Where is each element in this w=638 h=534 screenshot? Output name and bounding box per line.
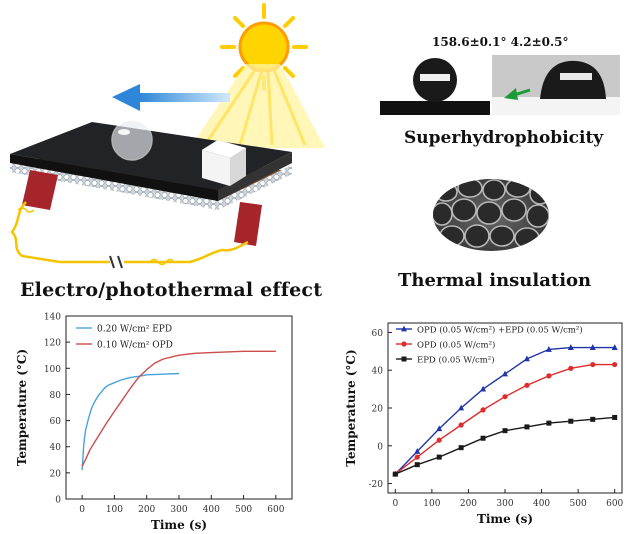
x-tick-label: 400 xyxy=(533,499,550,509)
device-illustration xyxy=(10,3,325,269)
data-point xyxy=(436,454,442,460)
y-axis-label: Temperature (°C) xyxy=(15,349,29,466)
y-tick-label: 40 xyxy=(372,367,384,377)
data-point xyxy=(414,462,420,468)
data-point xyxy=(502,394,508,400)
contact-angle-photos xyxy=(380,55,620,115)
series-line xyxy=(395,416,615,475)
data-point xyxy=(458,404,465,411)
data-point xyxy=(414,448,421,454)
data-point xyxy=(436,437,442,443)
series-line xyxy=(81,372,180,471)
ice-cube-icon xyxy=(201,139,247,186)
sem-foam-image xyxy=(433,179,549,251)
legend-label: OPD (0.05 W/cm²) xyxy=(417,340,495,351)
data-point xyxy=(545,346,552,352)
chart-combined-heating: 0 100 200 300 400 500 600 -20 0 20 40 60 Time (s) Tem… xyxy=(344,322,624,526)
x-tick-label: 300 xyxy=(496,499,513,509)
y-tick-label: 0 xyxy=(55,496,61,506)
electro-photothermal-label: Electro/photothermal effect xyxy=(20,279,323,301)
data-point xyxy=(546,373,552,379)
legend-marker xyxy=(401,341,407,347)
y-tick-label: 60 xyxy=(50,417,62,427)
legend-label: 0.10 W/cm² OPD xyxy=(97,341,173,351)
data-point xyxy=(546,420,552,426)
chart-electro-photothermal: 0 100 200 300 400 500 600 0 20 40 60 80 100 120 140 Tim… xyxy=(15,313,293,532)
sunlight-rays xyxy=(203,69,307,146)
legend-label: OPD (0.05 W/cm²) +EPD (0.05 W/cm²) xyxy=(417,325,583,336)
x-tick-label: 100 xyxy=(106,505,123,515)
y-tick-label: 60 xyxy=(372,329,384,339)
green-arrow-icon xyxy=(504,88,531,100)
data-point xyxy=(480,435,486,441)
heat-flow-arrow xyxy=(112,84,230,111)
legend-marker xyxy=(401,356,407,362)
thermal-insulation-label: Thermal insulation xyxy=(398,270,592,291)
y-tick-label: 120 xyxy=(44,339,61,349)
legend-marker xyxy=(401,325,407,332)
y-tick-label: 140 xyxy=(44,313,61,323)
series-line xyxy=(394,363,615,475)
x-tick-label: 600 xyxy=(267,505,284,515)
sunlight-beam xyxy=(190,64,325,148)
x-tick-label: 400 xyxy=(203,505,220,515)
x-tick-label: 0 xyxy=(79,505,85,515)
sun-icon xyxy=(220,3,308,91)
y-tick-label: 100 xyxy=(44,365,61,375)
data-point xyxy=(568,365,574,371)
data-point xyxy=(502,370,508,377)
data-point xyxy=(458,422,464,428)
data-point xyxy=(590,416,596,422)
circuit-wire xyxy=(10,201,249,266)
legend-label: 0.20 W/cm² EPD xyxy=(97,325,172,335)
x-tick-label: 200 xyxy=(460,499,477,509)
right-electrode xyxy=(234,202,262,246)
x-tick-label: 500 xyxy=(235,505,252,515)
legend-label: EPD (0.05 W/cm²) xyxy=(417,355,495,366)
y-tick-label: 0 xyxy=(377,442,383,452)
data-point xyxy=(590,361,596,368)
data-point xyxy=(524,424,530,430)
y-tick-label: 20 xyxy=(50,469,62,479)
superhydrophobicity-label: Superhydrophobicity xyxy=(404,128,604,148)
data-point xyxy=(567,344,574,350)
x-tick-label: 300 xyxy=(170,505,187,515)
water-droplet-icon xyxy=(111,119,153,161)
data-point xyxy=(480,385,487,392)
data-point xyxy=(611,344,618,350)
contact-angle-values: 158.6±0.1° 4.2±0.5° xyxy=(432,35,569,49)
x-tick-label: 200 xyxy=(138,505,155,515)
data-point xyxy=(523,355,530,362)
x-tick-label: 100 xyxy=(423,499,440,509)
y-tick-label: -20 xyxy=(369,480,384,490)
data-point xyxy=(524,382,530,388)
data-point xyxy=(589,344,596,350)
series-line xyxy=(81,350,276,467)
x-tick-label: 500 xyxy=(570,499,587,509)
left-electrode xyxy=(22,170,58,210)
y-tick-label: 40 xyxy=(50,443,62,453)
x-tick-label: 600 xyxy=(606,499,623,509)
x-axis-label: Time (s) xyxy=(477,512,533,526)
y-tick-label: 20 xyxy=(372,405,384,415)
data-point xyxy=(612,361,618,368)
data-point xyxy=(436,425,443,432)
data-point xyxy=(568,418,574,424)
x-axis-label: Time (s) xyxy=(151,518,207,532)
data-point xyxy=(458,445,464,451)
data-point xyxy=(414,454,420,460)
y-axis-label: Temperature (°C) xyxy=(344,349,358,466)
switch-icon xyxy=(109,255,123,269)
data-point xyxy=(480,407,486,413)
data-point xyxy=(392,471,398,477)
data-point xyxy=(612,414,618,420)
y-tick-label: 80 xyxy=(50,391,62,401)
data-point xyxy=(502,428,508,434)
x-tick-label: 0 xyxy=(392,499,398,509)
